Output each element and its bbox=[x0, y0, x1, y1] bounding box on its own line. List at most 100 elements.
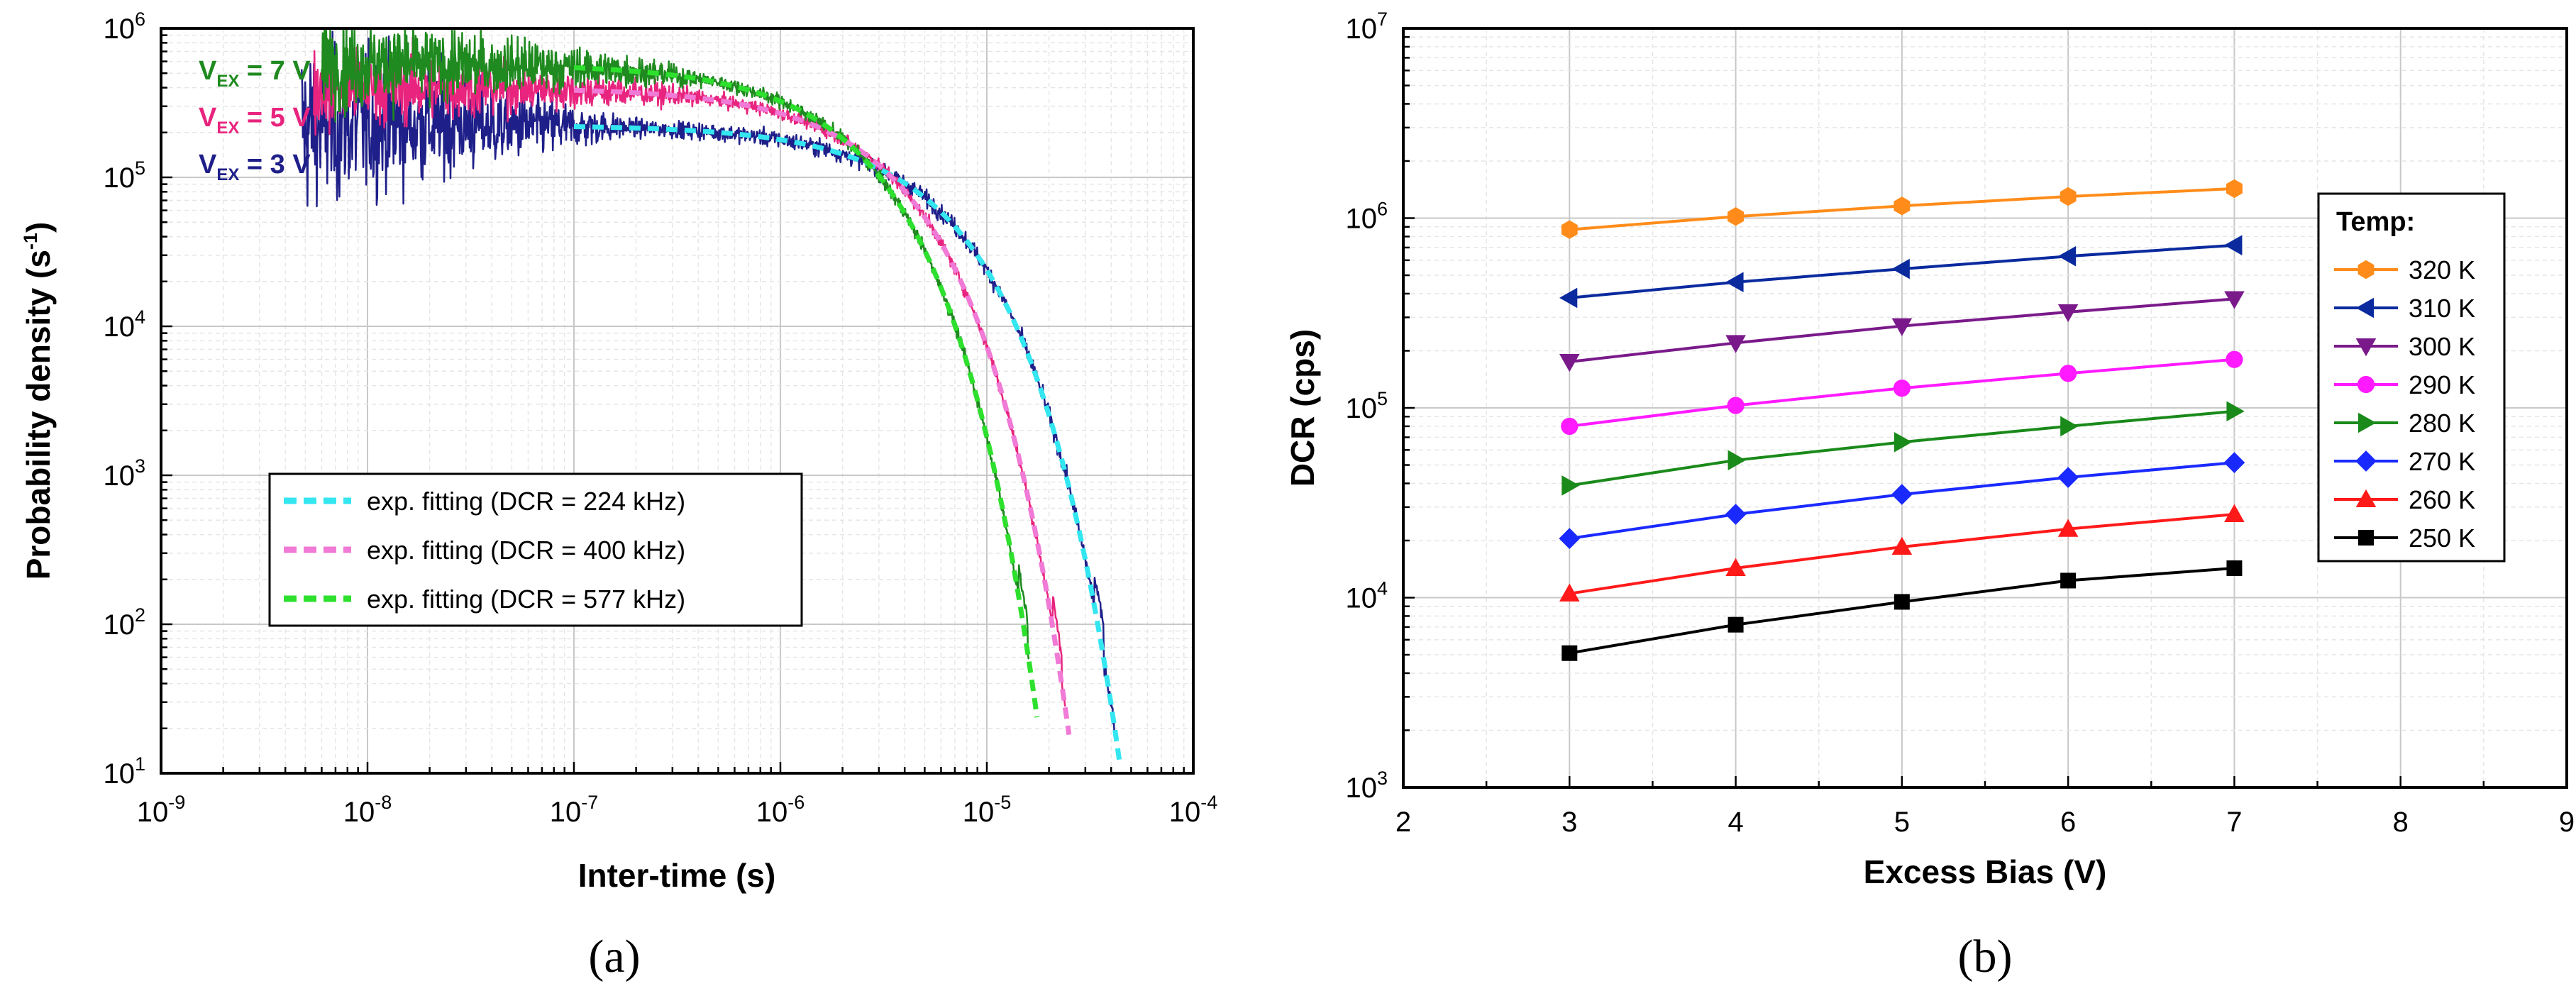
b-data-point bbox=[2057, 304, 2079, 323]
legend-label-300k: 300 K bbox=[2409, 332, 2475, 361]
b-legend-swatch-marker bbox=[2355, 297, 2374, 319]
b-data-point bbox=[1728, 207, 1744, 226]
b-data-point bbox=[2226, 179, 2243, 199]
b-xtick-label: 7 bbox=[2226, 807, 2242, 838]
b-data-point bbox=[1559, 287, 1578, 309]
plot-a-legend-box bbox=[268, 472, 803, 627]
a-ytick-label: 101 bbox=[103, 753, 145, 790]
b-legend-swatch-marker bbox=[2358, 412, 2377, 433]
b-ytick-label: 104 bbox=[1345, 578, 1388, 614]
b-data-point bbox=[1561, 220, 1578, 239]
a-ytick-label: 104 bbox=[103, 306, 145, 343]
a-ytick-label: 105 bbox=[103, 157, 145, 194]
b-data-point bbox=[1559, 583, 1580, 602]
b-data-point bbox=[1894, 431, 1913, 453]
b-data-point bbox=[1894, 196, 1911, 216]
b-data-point bbox=[2060, 416, 2079, 437]
plot-b-legend: Temp: 320 K 310 K 300 K 290 K 280 K 270 … bbox=[2317, 192, 2506, 563]
b-legend-swatch-marker bbox=[2355, 338, 2377, 357]
plot-a-ticks bbox=[160, 34, 1185, 775]
b-data-point bbox=[2057, 519, 2079, 537]
plot-a-y-axis-title: Probability density (s-1) bbox=[20, 222, 57, 580]
b-data-point bbox=[1891, 484, 1913, 505]
plot-a-series bbox=[300, 28, 1122, 763]
b-legend-swatch-marker bbox=[2355, 450, 2377, 472]
plot-a-y-tick-labels: 101 102 103 104 105 106 bbox=[103, 9, 145, 790]
b-data-point bbox=[1725, 335, 1746, 353]
legend-label-400khz: exp. fitting (DCR = 400 kHz) bbox=[367, 536, 685, 565]
a-series-line bbox=[300, 31, 1117, 736]
plot-a-x-tick-labels: 10-9 10-8 10-7 10-6 10-5 10-4 bbox=[137, 792, 1218, 828]
b-data-point bbox=[2060, 365, 2077, 382]
plot-b-series bbox=[1559, 179, 2245, 661]
panel-a: 10-9 10-8 10-7 10-6 10-5 10-4 101 102 10… bbox=[20, 9, 1217, 982]
b-data-point bbox=[1727, 397, 1745, 414]
legend-label-270k: 270 K bbox=[2409, 447, 2475, 476]
b-xtick-label: 2 bbox=[1395, 807, 1411, 838]
plot-a-grid bbox=[160, 28, 1193, 774]
legend-label-250k: 250 K bbox=[2409, 524, 2475, 553]
b-xtick-label: 6 bbox=[2060, 807, 2076, 838]
b-data-point bbox=[1559, 528, 1581, 549]
vex-7v-label: VEX = 7 V bbox=[199, 56, 311, 91]
b-ytick-label: 105 bbox=[1345, 388, 1388, 424]
b-xtick-label: 9 bbox=[2559, 807, 2575, 838]
a-ytick-label: 102 bbox=[103, 604, 145, 641]
b-data-point bbox=[1561, 645, 1578, 661]
b-legend-swatch-marker bbox=[2357, 375, 2375, 394]
plot-b-x-axis-title: Excess Bias (V) bbox=[1864, 853, 2107, 890]
b-data-point bbox=[2224, 235, 2243, 255]
b-data-point bbox=[1561, 417, 1579, 436]
a-series-line bbox=[573, 87, 1072, 736]
b-ytick-label: 107 bbox=[1345, 9, 1388, 45]
legend-label-224khz: exp. fitting (DCR = 224 kHz) bbox=[367, 487, 685, 516]
b-data-point bbox=[2223, 452, 2245, 473]
b-ytick-label: 106 bbox=[1345, 199, 1388, 235]
vex-5v-label: VEX = 5 V bbox=[199, 103, 311, 138]
b-xtick-label: 5 bbox=[1894, 807, 1910, 838]
legend-label-320k: 320 K bbox=[2409, 255, 2475, 284]
a-xtick-label: 10-6 bbox=[756, 792, 805, 828]
a-xtick-label: 10-7 bbox=[550, 792, 599, 828]
b-data-point bbox=[1891, 536, 1913, 555]
b-data-point bbox=[2226, 401, 2245, 422]
legend-label-280k: 280 K bbox=[2409, 409, 2475, 438]
plot-a-annotations: VEX = 7 V VEX = 5 V VEX = 3 V bbox=[199, 56, 311, 184]
b-ytick-label: 103 bbox=[1345, 768, 1388, 804]
b-data-point bbox=[1728, 616, 1744, 633]
b-data-point bbox=[1561, 475, 1580, 496]
b-legend-swatch-marker bbox=[2355, 489, 2377, 507]
b-data-point bbox=[2060, 187, 2077, 206]
plot-b-x-tick-labels: 2 3 4 5 6 7 8 9 bbox=[1395, 807, 2575, 838]
b-data-point bbox=[1725, 558, 1746, 576]
b-legend-swatch-marker bbox=[2357, 260, 2375, 279]
b-data-point bbox=[1894, 594, 1910, 610]
b-data-point bbox=[1891, 258, 1910, 279]
b-data-point bbox=[1728, 450, 1746, 471]
b-data-point bbox=[1891, 318, 1913, 336]
b-xtick-label: 8 bbox=[2393, 807, 2409, 838]
b-legend-swatch-marker bbox=[2358, 530, 2374, 546]
a-xtick-label: 10-9 bbox=[137, 792, 186, 828]
b-data-point bbox=[2224, 291, 2245, 309]
b-data-point bbox=[2057, 467, 2079, 488]
plot-a-legend: exp. fitting (DCR = 224 kHz) exp. fittin… bbox=[268, 472, 803, 627]
b-data-point bbox=[1725, 504, 1747, 525]
plot-b-legend-title: Temp: bbox=[2336, 207, 2415, 237]
a-xtick-label: 10-8 bbox=[343, 792, 392, 828]
plot-a-x-axis-title: Inter-time (s) bbox=[578, 857, 776, 894]
plot-a-frame bbox=[160, 27, 1195, 775]
b-xtick-label: 3 bbox=[1561, 807, 1577, 838]
legend-label-260k: 260 K bbox=[2409, 485, 2475, 514]
plot-b-ticks bbox=[1402, 35, 2568, 789]
panel-a-label: (a) bbox=[588, 931, 640, 982]
b-data-point bbox=[1559, 353, 1580, 372]
a-xtick-label: 10-5 bbox=[963, 792, 1012, 828]
b-data-point bbox=[2060, 572, 2077, 589]
b-data-point bbox=[1893, 380, 1911, 397]
vex-3v-label: VEX = 3 V bbox=[199, 150, 311, 184]
a-xtick-label: 10-4 bbox=[1169, 792, 1218, 828]
a-series-line bbox=[573, 65, 1040, 718]
plot-b-y-tick-labels: 103 104 105 106 107 bbox=[1345, 9, 1388, 804]
